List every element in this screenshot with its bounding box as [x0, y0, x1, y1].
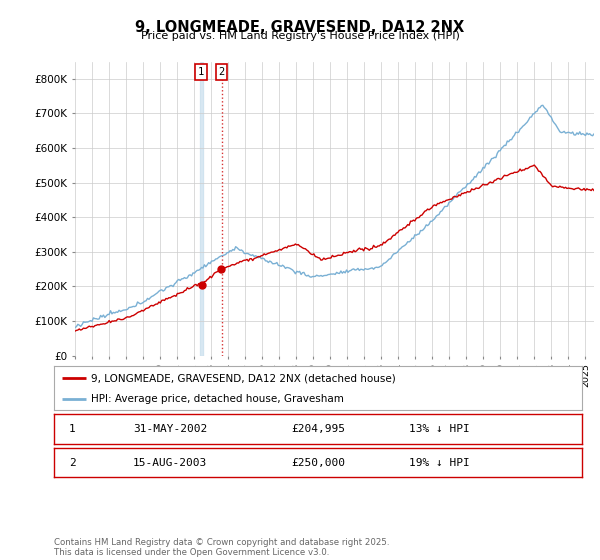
Text: Price paid vs. HM Land Registry's House Price Index (HPI): Price paid vs. HM Land Registry's House … — [140, 31, 460, 41]
Text: 2: 2 — [218, 67, 225, 77]
Text: 9, LONGMEADE, GRAVESEND, DA12 2NX: 9, LONGMEADE, GRAVESEND, DA12 2NX — [136, 20, 464, 35]
Text: 15-AUG-2003: 15-AUG-2003 — [133, 458, 207, 468]
Bar — [200, 62, 203, 356]
Text: 1: 1 — [198, 67, 205, 77]
Text: 13% ↓ HPI: 13% ↓ HPI — [409, 424, 470, 434]
Text: HPI: Average price, detached house, Gravesham: HPI: Average price, detached house, Grav… — [91, 394, 344, 404]
Text: £250,000: £250,000 — [291, 458, 345, 468]
Text: £204,995: £204,995 — [291, 424, 345, 434]
Text: 1: 1 — [69, 424, 76, 434]
Text: 31-MAY-2002: 31-MAY-2002 — [133, 424, 207, 434]
Text: 19% ↓ HPI: 19% ↓ HPI — [409, 458, 470, 468]
Text: 2: 2 — [69, 458, 76, 468]
Text: 9, LONGMEADE, GRAVESEND, DA12 2NX (detached house): 9, LONGMEADE, GRAVESEND, DA12 2NX (detac… — [91, 374, 396, 384]
Text: Contains HM Land Registry data © Crown copyright and database right 2025.
This d: Contains HM Land Registry data © Crown c… — [54, 538, 389, 557]
